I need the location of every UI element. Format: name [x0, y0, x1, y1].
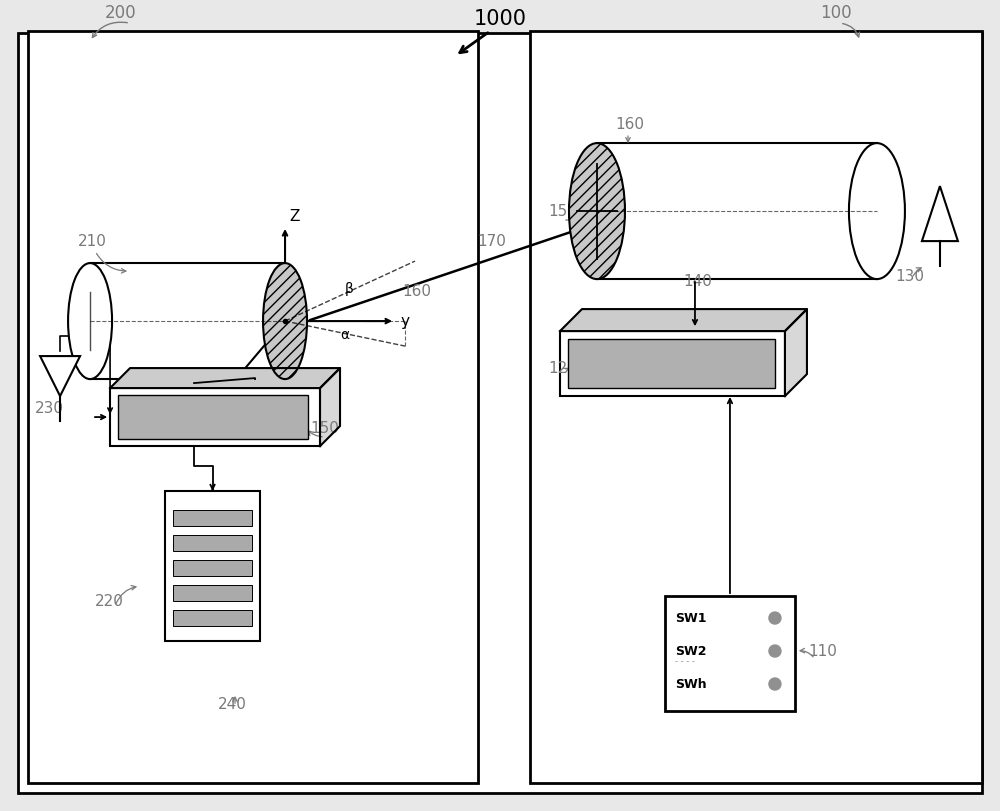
Bar — [530, 31, 982, 783]
Text: 160: 160 — [615, 117, 644, 132]
Polygon shape — [110, 368, 340, 388]
Bar — [173, 560, 252, 576]
Text: 240: 240 — [218, 697, 247, 712]
Bar — [560, 331, 785, 396]
Text: 150: 150 — [310, 421, 339, 436]
Ellipse shape — [849, 143, 905, 279]
Text: 220: 220 — [95, 594, 124, 609]
Bar — [110, 388, 320, 446]
Text: β: β — [345, 282, 354, 296]
Circle shape — [769, 678, 781, 690]
Text: 100: 100 — [820, 4, 852, 22]
Bar — [568, 339, 775, 388]
Text: 130: 130 — [895, 269, 924, 284]
Text: - - - -: - - - - — [675, 657, 695, 666]
Text: SWh: SWh — [675, 677, 707, 690]
Circle shape — [769, 612, 781, 624]
Text: 150: 150 — [548, 204, 577, 219]
Bar — [173, 535, 252, 551]
Bar — [165, 491, 260, 641]
Text: SW1: SW1 — [675, 611, 706, 624]
Text: 160: 160 — [402, 284, 431, 299]
Text: 200: 200 — [105, 4, 137, 22]
Text: 210: 210 — [78, 234, 107, 249]
Ellipse shape — [569, 143, 625, 279]
Text: 230: 230 — [35, 401, 64, 416]
Text: X: X — [220, 387, 231, 402]
Bar — [90, 263, 285, 379]
Text: 110: 110 — [808, 644, 837, 659]
Ellipse shape — [68, 263, 112, 379]
Bar — [173, 510, 252, 526]
Bar — [173, 585, 252, 601]
Text: 170: 170 — [477, 234, 506, 249]
Text: SW2: SW2 — [675, 645, 706, 658]
Bar — [665, 596, 795, 711]
Text: Z: Z — [289, 209, 299, 224]
Bar — [597, 143, 877, 279]
Text: 1000: 1000 — [474, 9, 526, 29]
Bar — [28, 31, 478, 783]
Ellipse shape — [263, 263, 307, 379]
Circle shape — [769, 645, 781, 657]
Polygon shape — [785, 309, 807, 396]
Text: 140: 140 — [683, 274, 712, 289]
Text: y: y — [400, 314, 409, 328]
Bar — [118, 395, 308, 439]
Polygon shape — [922, 186, 958, 241]
Polygon shape — [560, 309, 807, 331]
Text: 120: 120 — [548, 361, 577, 376]
Text: o: o — [271, 305, 280, 319]
Polygon shape — [320, 368, 340, 446]
Text: α: α — [340, 328, 349, 342]
Bar — [173, 610, 252, 626]
Polygon shape — [40, 356, 80, 396]
